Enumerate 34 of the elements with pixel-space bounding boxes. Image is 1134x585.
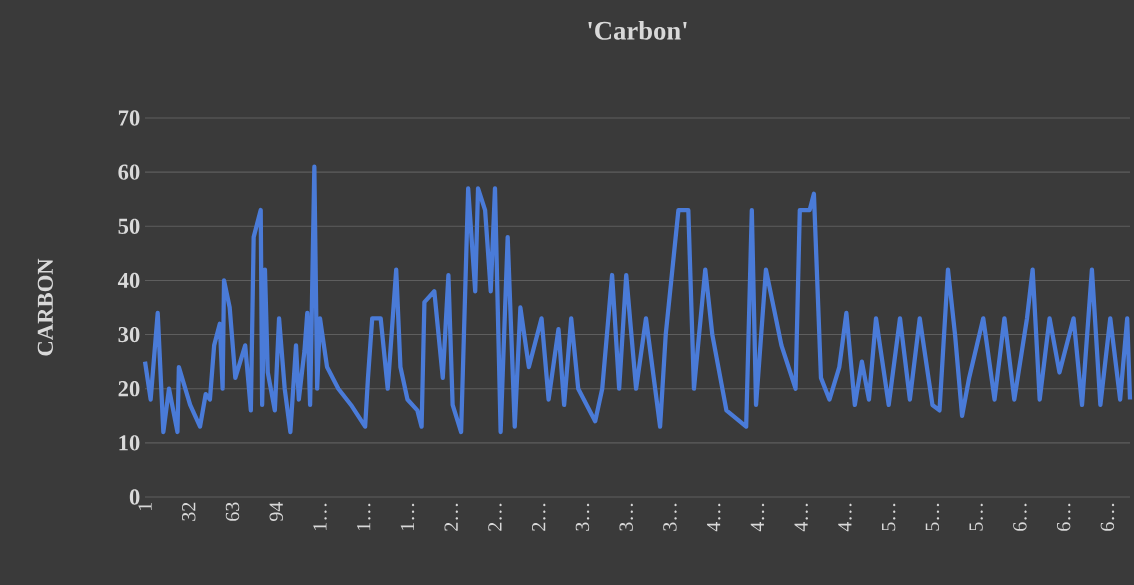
x-tick-label: 4…: [794, 503, 808, 532]
x-tick-label: 4…: [838, 503, 852, 532]
y-tick-label: 60: [118, 164, 140, 180]
x-tick-label: 5…: [969, 503, 983, 531]
y-tick-label: 70: [118, 110, 140, 126]
x-tick-label: 1: [138, 502, 152, 510]
line-series: [142, 164, 1133, 435]
y-tick-label: 40: [117, 272, 140, 289]
x-tick-label: 6…: [1100, 503, 1115, 531]
y-tick-label: 10: [119, 435, 140, 451]
y-tick-label: 50: [118, 218, 140, 234]
x-tick-label: 2…: [531, 503, 546, 531]
x-tick-label: 6…: [1013, 503, 1027, 531]
chart-title: 'Carbon': [588, 20, 687, 40]
x-tick-label: 3…: [575, 503, 590, 531]
x-tick-label: 32: [182, 502, 196, 521]
x-tick-label: 63: [225, 502, 240, 521]
x-tick-label: 5…: [882, 503, 896, 531]
x-tick-label: 1…: [400, 503, 415, 530]
x-tick-label: 3…: [663, 503, 677, 531]
y-tick-label: 0: [129, 489, 140, 505]
x-tick-label: 6…: [1056, 503, 1071, 531]
x-tick-label: 94: [269, 502, 283, 522]
x-tick-label: 4…: [750, 503, 765, 532]
x-tick-label: 4…: [707, 503, 721, 532]
y-axis-title: CARBON: [37, 258, 53, 356]
x-tick-label: 2…: [488, 503, 502, 531]
x-tick-label: 1…: [313, 503, 327, 530]
x-tick-label: 5…: [925, 503, 940, 531]
y-tick-label: 30: [118, 326, 140, 343]
x-tick-label: 3…: [619, 503, 633, 531]
x-tick-label: 2…: [444, 503, 458, 531]
y-tick-label: 20: [118, 381, 140, 397]
x-tick-label: 1…: [357, 503, 371, 530]
